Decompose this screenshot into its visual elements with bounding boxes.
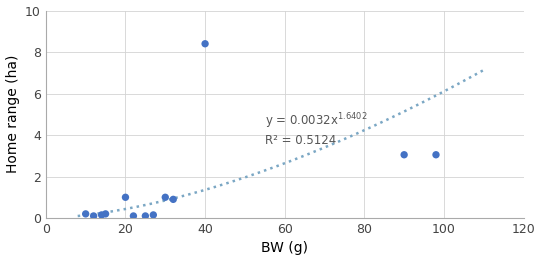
Point bbox=[169, 197, 177, 201]
X-axis label: BW (g): BW (g) bbox=[261, 241, 308, 256]
Point bbox=[129, 214, 138, 218]
Point bbox=[400, 153, 408, 157]
Point bbox=[101, 212, 110, 216]
Text: R² = 0.5124: R² = 0.5124 bbox=[265, 134, 336, 147]
Point bbox=[201, 42, 209, 46]
Text: y = 0.0032x$^{1.6402}$: y = 0.0032x$^{1.6402}$ bbox=[265, 112, 367, 131]
Point bbox=[81, 212, 90, 216]
Point bbox=[149, 213, 157, 217]
Point bbox=[121, 195, 130, 199]
Point bbox=[161, 195, 170, 199]
Y-axis label: Home range (ha): Home range (ha) bbox=[5, 55, 19, 174]
Point bbox=[141, 214, 150, 218]
Point bbox=[432, 153, 440, 157]
Point bbox=[89, 214, 98, 218]
Point bbox=[97, 213, 106, 217]
